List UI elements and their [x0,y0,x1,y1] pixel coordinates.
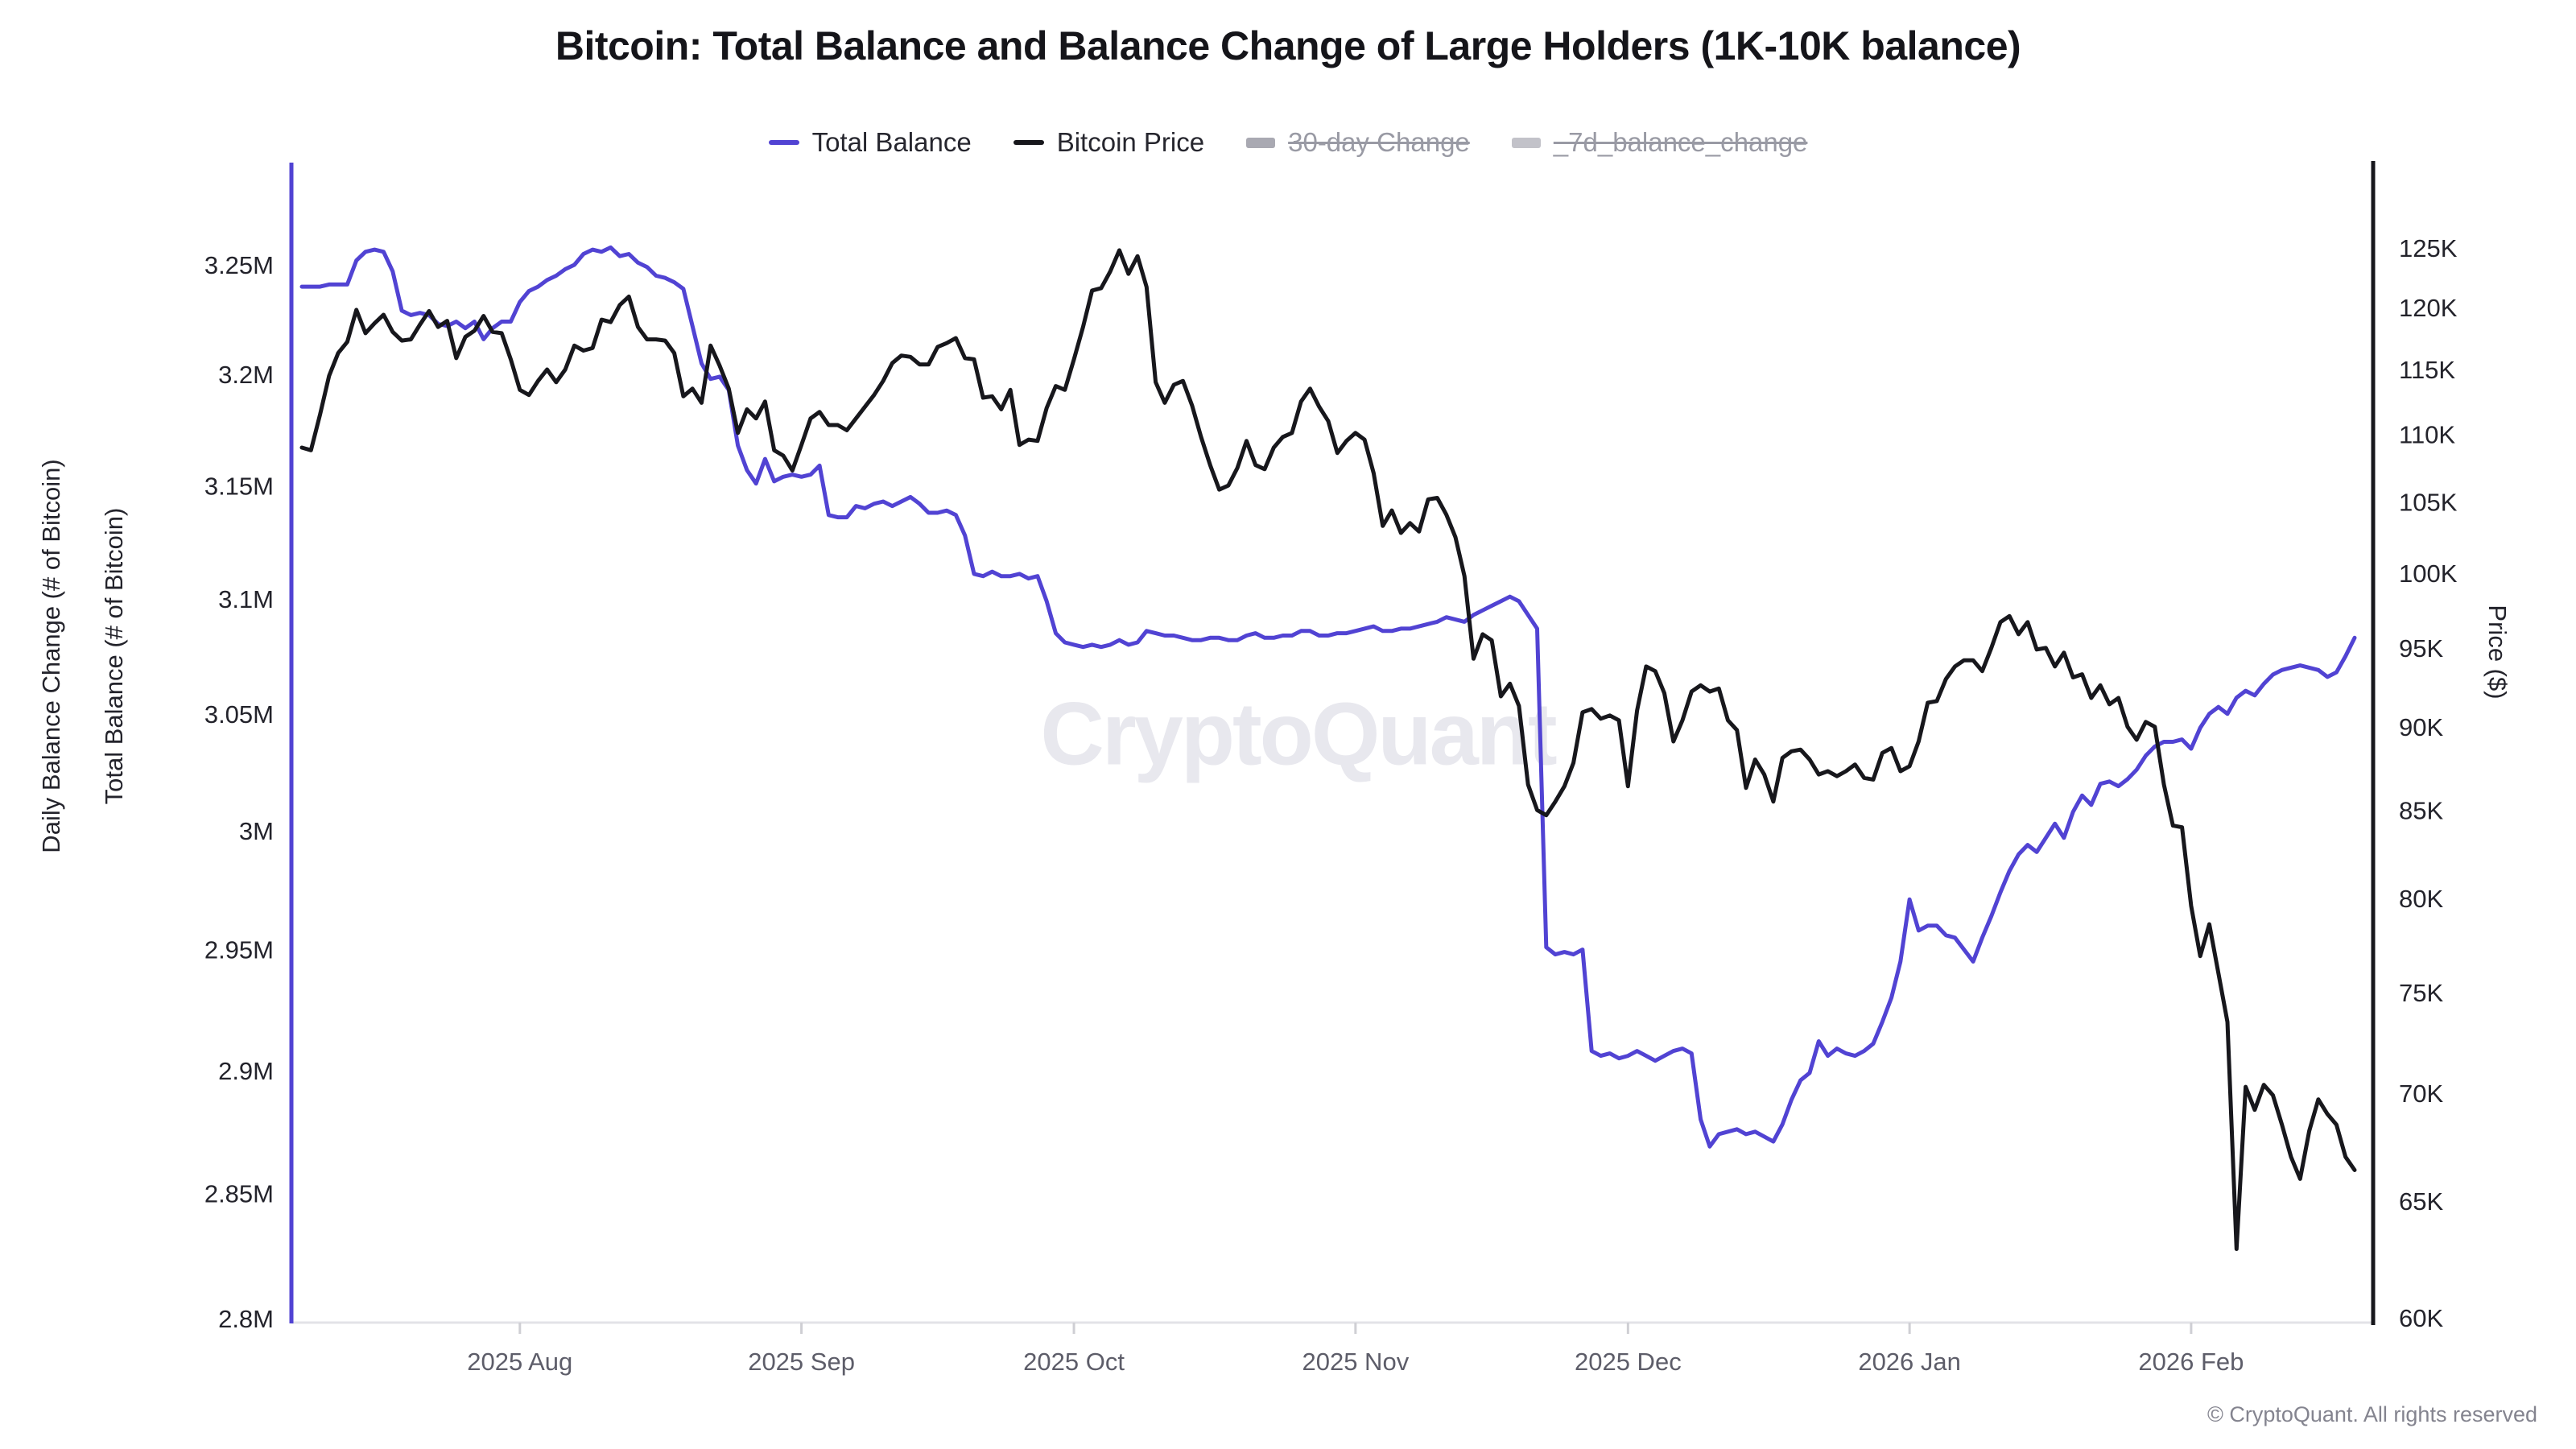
legend-item-30-day-change[interactable]: 30-day Change [1246,127,1470,158]
left-axis-tick-label: 3.15M [204,472,274,500]
legend-item--7d-balance-change[interactable]: _7d_balance_change [1511,127,1808,158]
right-axis-tick-label: 120K [2399,294,2458,322]
x-axis-tick-label: 2025 Dec [1575,1348,1682,1376]
right-axis-tick-label: 65K [2399,1187,2443,1216]
left-axis-tick-label: 2.95M [204,936,274,964]
right-axis-tick-label: 95K [2399,634,2443,663]
right-axis-tick-label: 90K [2399,713,2443,741]
legend-marker-icon [768,140,799,145]
left-axis-tick-label: 3.1M [218,585,274,613]
right-axis-tick-label: 75K [2399,979,2443,1007]
right-axis-tick-label: 125K [2399,234,2458,262]
right-axis-tick-label: 105K [2399,489,2458,517]
right-axis-tick-label: 85K [2399,796,2443,824]
legend-marker-icon [1246,137,1276,148]
legend-item-bitcoin-price[interactable]: Bitcoin Price [1013,127,1204,158]
right-axis-tick-label: 80K [2399,885,2443,913]
x-axis-tick-label: 2025 Sep [748,1348,855,1376]
right-axis-tick-label: 115K [2399,356,2455,384]
copyright-notice: © CryptoQuant. All rights reserved [2207,1402,2537,1426]
legend-item-total-balance[interactable]: Total Balance [768,127,972,158]
x-axis-tick-label: 2025 Nov [1302,1348,1409,1376]
left-axis-tick-label: 3.25M [204,251,274,279]
legend-marker-icon [1013,140,1044,145]
left-axis-tick-label: 3.2M [218,361,274,389]
left-axis-tick-label: 2.8M [218,1305,274,1333]
chart-legend: Total Balance Bitcoin Price 30-day Change _… [0,127,2576,158]
left-axis-tick-label: 3.05M [204,700,274,729]
page-title: Bitcoin: Total Balance and Balance Chang… [555,23,2021,68]
cryptoquant-watermark: CryptoQuant [1040,684,1557,784]
right-axis-tick-label: 110K [2399,420,2455,448]
right-axis-tick-label: 60K [2399,1304,2443,1332]
x-axis-tick-label: 2026 Feb [2138,1348,2244,1376]
right-axis-tick-label: 100K [2399,559,2458,588]
right-axis-tick-label: 70K [2399,1080,2443,1108]
legend-label: Bitcoin Price [1056,127,1205,157]
bitcoin-price-line [299,248,2357,1251]
left-axis-tick-label: 2.85M [204,1180,274,1208]
total-balance-line [299,245,2357,1149]
x-axis-tick-label: 2025 Aug [467,1348,572,1376]
x-axis-tick-label: 2026 Jan [1858,1348,1961,1376]
legend-label: _7d_balance_change [1553,127,1808,157]
x-axis-tick-label: 2025 Oct [1023,1348,1125,1376]
legend-marker-icon [1511,137,1541,148]
legend-label: 30-day Change [1288,127,1470,157]
left-axis-tick-label: 3M [239,817,274,845]
legend-label: Total Balance [811,127,972,157]
left-axis-tick-label: 2.9M [218,1057,274,1085]
